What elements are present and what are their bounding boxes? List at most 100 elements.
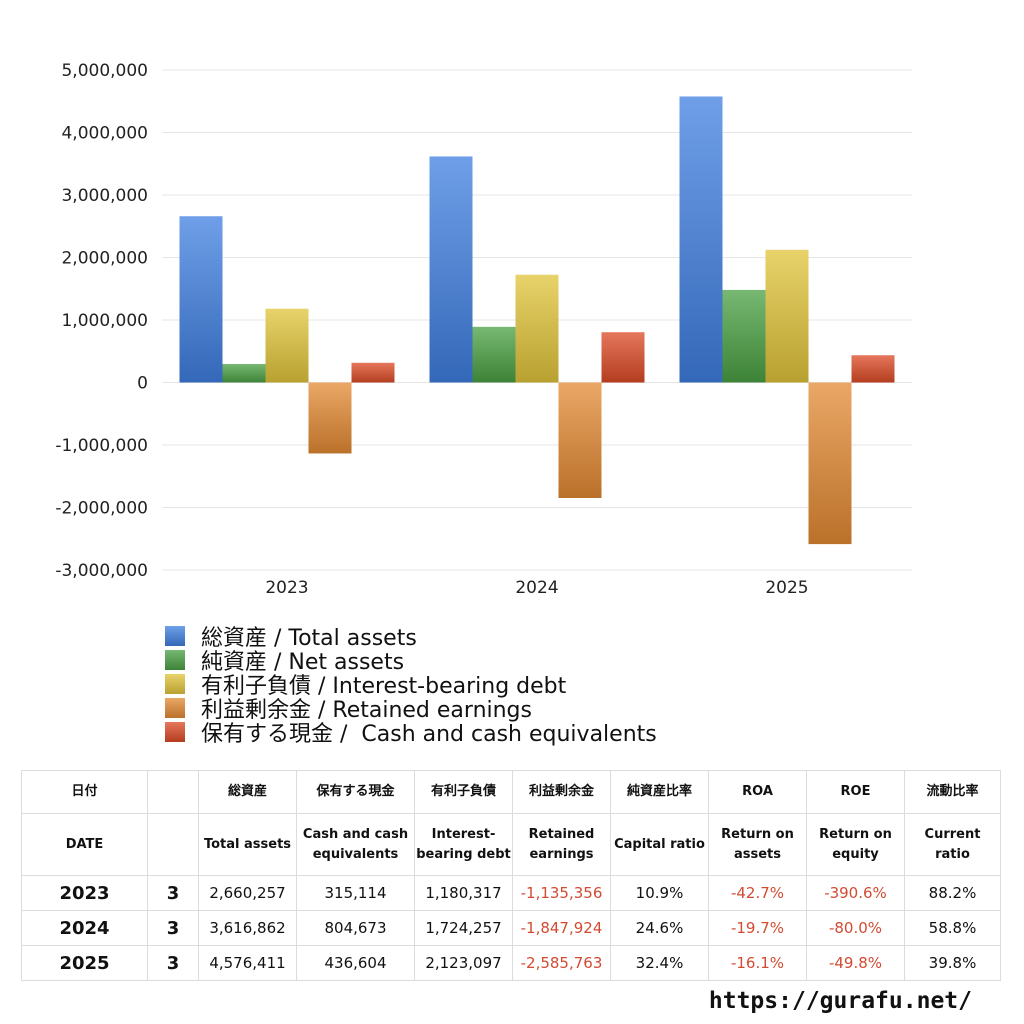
legend-item: 純資産 / Net assets	[165, 648, 657, 675]
table-cell-debt: 1,180,317	[414, 875, 513, 911]
table-cell-current-ratio: 39.8%	[904, 945, 1001, 981]
table-cell-total-assets: 4,576,411	[198, 945, 297, 981]
legend-swatch	[165, 650, 185, 670]
table-header-cell: Return on equity	[806, 813, 905, 876]
table-cell-roe: -49.8%	[806, 945, 905, 981]
table-header-ja: 日付 総資産 保有する現金 有利子負債 利益剰余金 純資産比率 ROA ROE 流動比率	[21, 770, 1001, 814]
table-cell-month: 3	[147, 875, 199, 911]
table-header-cell: 利益剰余金	[512, 770, 611, 814]
bar-2024-series-3	[558, 382, 602, 498]
table-row: 2023 3 2,660,257 315,114 1,180,317 -1,135,356…	[21, 875, 1001, 911]
table-cell-total-assets: 2,660,257	[198, 875, 297, 911]
bar-2023-series-4	[351, 362, 395, 383]
legend: 総資産 / Total assets 純資産 / Net assets 有利子負債 …	[165, 624, 657, 747]
table-header-cell: ROA	[708, 770, 807, 814]
table-cell-capital-ratio: 10.9%	[610, 875, 709, 911]
legend-swatch	[165, 626, 185, 646]
table-cell-month: 3	[147, 910, 199, 946]
x-tick-label: 2025	[765, 578, 808, 598]
bar-chart: 5,000,000 4,000,000 3,000,000 2,000,000 1,00…	[55, 61, 912, 598]
y-tick-label: 4,000,000	[61, 124, 148, 144]
bar-2023-series-0	[179, 216, 223, 383]
site-url[interactable]: https://gurafu.net/	[708, 988, 972, 1014]
table-cell-cash: 804,673	[296, 910, 415, 946]
legend-swatch	[165, 698, 185, 718]
table-cell-year: 2025	[21, 945, 148, 981]
legend-item: 有利子負債 / Interest-bearing debt	[165, 672, 657, 699]
table-header-cell: Current ratio	[904, 813, 1001, 876]
table-cell-current-ratio: 58.8%	[904, 910, 1001, 946]
legend-item: 総資産 / Total assets	[165, 624, 657, 651]
legend-label: 有利子負債 / Interest-bearing debt	[201, 674, 567, 699]
financial-table: 日付 総資産 保有する現金 有利子負債 利益剰余金 純資産比率 ROA ROE 流動比率 DAT…	[21, 770, 1001, 981]
legend-label: 保有する現金 / Cash and cash equivalents	[201, 722, 657, 747]
x-axis-ticks: 2023 2024 2025	[265, 578, 808, 598]
table-cell-debt: 2,123,097	[414, 945, 513, 981]
table-cell-cash: 436,604	[296, 945, 415, 981]
legend-label: 総資産 / Total assets	[201, 626, 417, 651]
y-tick-label: -2,000,000	[55, 499, 148, 519]
table-header-cell: Interest-bearing debt	[414, 813, 513, 876]
y-tick-label: 1,000,000	[61, 311, 148, 331]
legend-label: 利益剰余金 / Retained earnings	[201, 698, 532, 723]
bar-2023-series-3	[308, 382, 352, 454]
table-cell-retained: -1,135,356	[512, 875, 611, 911]
table-header-cell: Cash and cash equivalents	[296, 813, 415, 876]
table-header-cell: ROE	[806, 770, 905, 814]
x-tick-label: 2023	[265, 578, 308, 598]
legend-item: 保有する現金 / Cash and cash equivalents	[165, 720, 657, 747]
table-cell-roa: -16.1%	[708, 945, 807, 981]
bar-2025-series-2	[765, 249, 809, 383]
bar-2024-series-1	[472, 326, 516, 383]
bar-2025-series-0	[679, 96, 723, 383]
table-header-cell: 純資産比率	[610, 770, 709, 814]
table-cell-year: 2024	[21, 910, 148, 946]
table-cell-year: 2023	[21, 875, 148, 911]
table-header-cell: Total assets	[198, 813, 297, 876]
bar-2025-series-3	[808, 382, 852, 545]
bar-2023-series-1	[222, 364, 266, 383]
table-header-cell: Retained earnings	[512, 813, 611, 876]
table-header-cell: 流動比率	[904, 770, 1001, 814]
table-cell-roa: -42.7%	[708, 875, 807, 911]
table-cell-retained: -1,847,924	[512, 910, 611, 946]
bar-2024-series-2	[515, 274, 559, 383]
y-tick-label: -1,000,000	[55, 436, 148, 456]
table-cell-capital-ratio: 32.4%	[610, 945, 709, 981]
y-tick-label: -3,000,000	[55, 561, 148, 581]
table-header-cell: Capital ratio	[610, 813, 709, 876]
table-cell-capital-ratio: 24.6%	[610, 910, 709, 946]
bar-2025-series-4	[851, 355, 895, 383]
y-tick-label: 0	[137, 374, 148, 394]
table-header-cell: 総資産	[198, 770, 297, 814]
x-tick-label: 2024	[515, 578, 558, 598]
legend-swatch	[165, 674, 185, 694]
table-header-cell: 日付	[21, 770, 148, 814]
table-cell-roa: -19.7%	[708, 910, 807, 946]
table-cell-cash: 315,114	[296, 875, 415, 911]
table-header-cell: Return on assets	[708, 813, 807, 876]
y-tick-label: 3,000,000	[61, 186, 148, 206]
y-tick-label: 5,000,000	[61, 61, 148, 81]
table-cell-retained: -2,585,763	[512, 945, 611, 981]
y-axis-ticks: 5,000,000 4,000,000 3,000,000 2,000,000 1,00…	[55, 61, 148, 581]
legend-label: 純資産 / Net assets	[201, 650, 405, 675]
table-header-cell: 有利子負債	[414, 770, 513, 814]
table-header-en: DATE Total assets Cash and cash equivalent…	[21, 813, 1001, 876]
bars	[179, 96, 895, 545]
bar-2023-series-2	[265, 308, 309, 383]
table-row: 2024 3 3,616,862 804,673 1,724,257 -1,847,924…	[21, 910, 1001, 946]
table-header-cell	[147, 770, 199, 814]
table-cell-current-ratio: 88.2%	[904, 875, 1001, 911]
y-tick-label: 2,000,000	[61, 249, 148, 269]
table-cell-total-assets: 3,616,862	[198, 910, 297, 946]
legend-item: 利益剰余金 / Retained earnings	[165, 696, 657, 723]
table-header-cell: DATE	[21, 813, 148, 876]
bar-2024-series-0	[429, 156, 473, 383]
table-row: 2025 3 4,576,411 436,604 2,123,097 -2,585,763…	[21, 945, 1001, 981]
bar-2024-series-4	[601, 332, 645, 383]
bar-2025-series-1	[722, 289, 766, 383]
table-cell-roe: -80.0%	[806, 910, 905, 946]
table-cell-roe: -390.6%	[806, 875, 905, 911]
table-cell-debt: 1,724,257	[414, 910, 513, 946]
